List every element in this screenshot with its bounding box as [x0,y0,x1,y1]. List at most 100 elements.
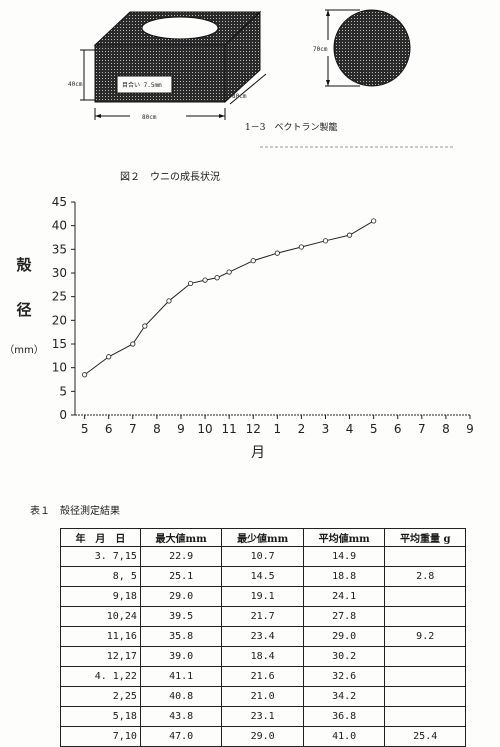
label-mesh-size: 目合い 7.5mm [122,81,162,89]
table-row: 3. 7,15 22.9 10.7 14.9 [60,546,466,567]
table-cell: 14.9 [302,546,386,567]
x-tick-label: 6 [105,422,113,436]
measurement-table: 年 月 日最大値mm 最少値mm 平均値mm 平均重量 g 3. 7,15 22.9 10… [60,528,466,747]
label-height: 40cm [68,81,83,88]
y-axis-label-2: 径 [16,301,31,319]
table-cell: 29.0 [302,626,386,647]
table-cell: 4. 1,22 [60,666,141,687]
data-point [322,238,329,244]
x-tick-label: 5 [81,422,89,436]
table-caption: 表１ 殻径測定結果 [30,506,120,517]
x-tick-label: 9 [177,422,185,436]
table-cell: 36.8 [302,706,386,727]
series-line [84,220,374,376]
table-cell: 10,24 [60,606,141,627]
box-cage-drawing [80,10,267,120]
table-cell: 21.7 [221,606,304,627]
table-row: 2,25 40.8 21.0 34.2 [60,686,466,707]
table-cell: 32.6 [302,666,386,687]
x-tick-label: 7 [129,422,137,436]
figure1-caption: 1－3 ベクトラン製籠 [245,123,338,133]
y-tick-label: 45 [52,195,67,209]
y-axis-label-1: 殻 [16,256,32,274]
data-point [188,280,194,287]
table-body: 3. 7,15 22.9 10.7 14.9 8, 5 25.1 14.5 18.8 2.8 9,… [60,546,466,747]
table-cell: 41.0 [302,726,386,747]
table-cell: 2.8 [384,566,466,587]
x-tick-label: 8 [153,422,161,436]
table-cell: 34.2 [302,686,386,707]
table-row: 9,18 29.0 19.1 24.1 [60,586,466,607]
table-cell: 9,18 [60,586,141,607]
table-cell: 21.0 [221,686,304,707]
table-header-cell: 最大値mm [139,528,223,547]
y-tick-label: 10 [52,361,67,375]
table-cell [384,706,466,727]
table-row: 7,10 47.0 29.0 41.0 25.4 [60,726,466,747]
data-point [274,250,280,256]
data-point [250,258,256,264]
data-point [142,323,148,329]
table-cell: 11,16 [60,626,141,647]
table-cell: 22.9 [139,546,223,567]
table-cell: 18.8 [302,566,386,587]
x-tick-label: 4 [346,422,354,436]
y-tick-label: 30 [52,266,67,280]
x-axis-label: 月 [251,445,265,460]
table-header-cell: 平均重量 g [384,528,466,547]
table-row: 11,16 35.8 23.4 29.0 9.2 [60,626,466,647]
data-point [202,277,208,283]
figure2-caption: 図２ ウニの成長状況 [120,172,220,183]
x-tick-label: 7 [418,422,426,436]
y-tick-label: 20 [52,313,67,327]
label-diameter: 70cm [313,46,328,53]
table-cell: 40.8 [139,686,223,707]
table-header-cell: 最少値mm [221,528,304,547]
table-row: 8, 5 25.1 14.5 18.8 2.8 [60,566,466,587]
table-cell: 3. 7,15 [60,546,141,567]
table-cell: 18.4 [221,646,304,667]
table-cell: 25.4 [384,726,466,747]
table-row: 5,18 43.8 23.1 36.8 [60,706,466,727]
y-axis-label-unit: （mm） [4,344,43,356]
table-cell: 23.4 [221,626,304,647]
table-cell: 25.1 [139,566,223,587]
table-row: 4. 1,22 41.1 21.6 32.6 [60,666,466,687]
table-cell: 5,18 [60,706,141,727]
round-cage-drawing [325,9,411,87]
data-point [214,275,220,281]
y-tick-label: 40 [52,219,67,233]
table-cell: 29.0 [139,586,223,607]
table-cell: 47.0 [139,726,223,747]
table-cell: 8, 5 [60,566,141,587]
data-point [166,298,172,304]
y-tick-label: 15 [52,337,67,351]
cage-figure: 40cm 目合い 7.5mm 80cm 80cm 70cm [68,9,455,148]
table-cell: 23.1 [221,706,304,727]
table-cell: 29.0 [221,726,304,747]
data-point [226,269,232,275]
table-row: 10,24 39.5 21.7 27.8 [60,606,466,627]
data-point [82,372,88,378]
x-tick-label: 6 [394,422,402,436]
y-tick-label: 35 [52,242,67,256]
x-tick-label: 5 [370,422,378,436]
label-depth: 80cm [232,93,247,100]
data-point [371,218,377,224]
table-cell [384,586,466,607]
table-cell: 39.0 [139,646,223,667]
y-tick-label: 5 [59,384,67,398]
x-tick-label: 3 [322,422,330,436]
table-cell: 30.2 [302,646,386,667]
table-header-row: 年 月 日最大値mm 最少値mm 平均値mm 平均重量 g [60,528,466,547]
table-cell: 14.5 [221,566,304,587]
table-cell: 2,25 [60,686,141,707]
table-cell: 41.1 [139,666,223,687]
y-tick-label: 25 [52,290,67,304]
x-tick-label: 11 [222,422,237,436]
data-point [130,341,136,347]
table-cell: 21.6 [221,666,304,687]
data-point [106,354,112,360]
data-point [298,244,305,250]
